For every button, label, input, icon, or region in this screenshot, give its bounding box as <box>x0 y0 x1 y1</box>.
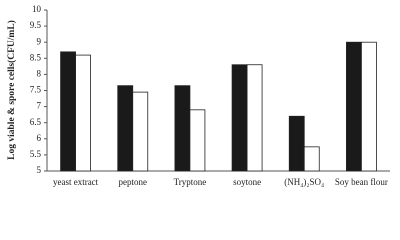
bar <box>174 85 191 172</box>
bar <box>117 85 134 172</box>
y-tick-label: 7 <box>37 101 42 111</box>
bar <box>75 54 91 172</box>
y-tick-label: 10 <box>32 4 42 14</box>
bar <box>246 64 263 172</box>
bar <box>132 91 149 172</box>
y-tick-label: 8 <box>37 68 42 78</box>
bar <box>361 41 377 172</box>
bar <box>231 64 248 172</box>
bar <box>60 51 76 172</box>
y-tick-label: 6 <box>37 133 42 143</box>
y-tick-label: 6.5 <box>30 117 42 127</box>
bar <box>288 115 305 172</box>
bar <box>189 109 206 172</box>
x-tick-label: (NH₄)₂SO₄ <box>284 177 324 187</box>
x-tick-label: Soy bean flour <box>335 177 388 187</box>
y-tick-label: 8.5 <box>30 52 42 62</box>
x-tick-label: soytone <box>233 177 261 187</box>
bar <box>303 146 320 172</box>
x-tick-label: yeast extract <box>53 177 99 187</box>
x-tick-label: peptone <box>119 177 148 187</box>
y-tick-label: 9 <box>37 36 42 46</box>
y-tick-label: 9.5 <box>30 20 42 30</box>
y-axis-label: Log viable & spore cells(CFU/mL) <box>6 20 17 160</box>
x-tick-label: Tryptone <box>174 177 207 187</box>
y-tick-label: 5 <box>37 165 42 175</box>
chart: Log viable & spore cells(CFU/mL) 5 5.5 6 6.… <box>6 4 390 187</box>
y-tick-label: 7.5 <box>30 85 42 95</box>
bar <box>346 41 362 172</box>
y-tick-label: 5.5 <box>30 149 42 159</box>
